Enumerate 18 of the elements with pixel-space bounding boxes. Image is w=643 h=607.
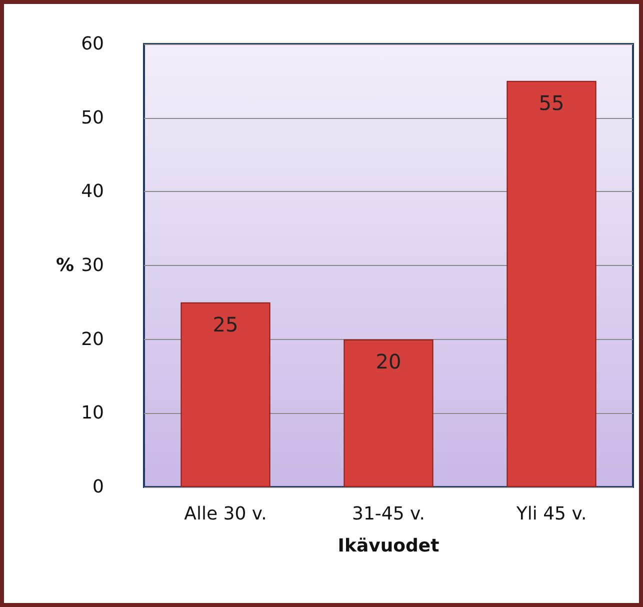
- x-tick-label: Yli 45 v.: [515, 504, 587, 524]
- y-axis-title: %: [56, 255, 74, 276]
- y-tick-label: 60: [81, 34, 104, 54]
- x-axis-title: Ikävuodet: [338, 536, 440, 556]
- bar: [506, 80, 596, 487]
- y-tick-label: 20: [81, 328, 104, 350]
- y-tick-label: 30: [81, 255, 104, 276]
- bar: [180, 302, 270, 487]
- x-tick-label: 31-45 v.: [352, 504, 426, 524]
- data-label: 20: [376, 349, 402, 374]
- y-tick-label: 0: [92, 476, 104, 498]
- y-tick-label: 50: [81, 107, 104, 128]
- y-tick-label: 40: [81, 181, 104, 202]
- x-tick-label: Alle 30 v.: [184, 504, 267, 524]
- data-label: 25: [212, 312, 238, 336]
- bar: [344, 339, 434, 487]
- data-label: 55: [538, 90, 564, 115]
- y-tick-label: 10: [81, 402, 104, 424]
